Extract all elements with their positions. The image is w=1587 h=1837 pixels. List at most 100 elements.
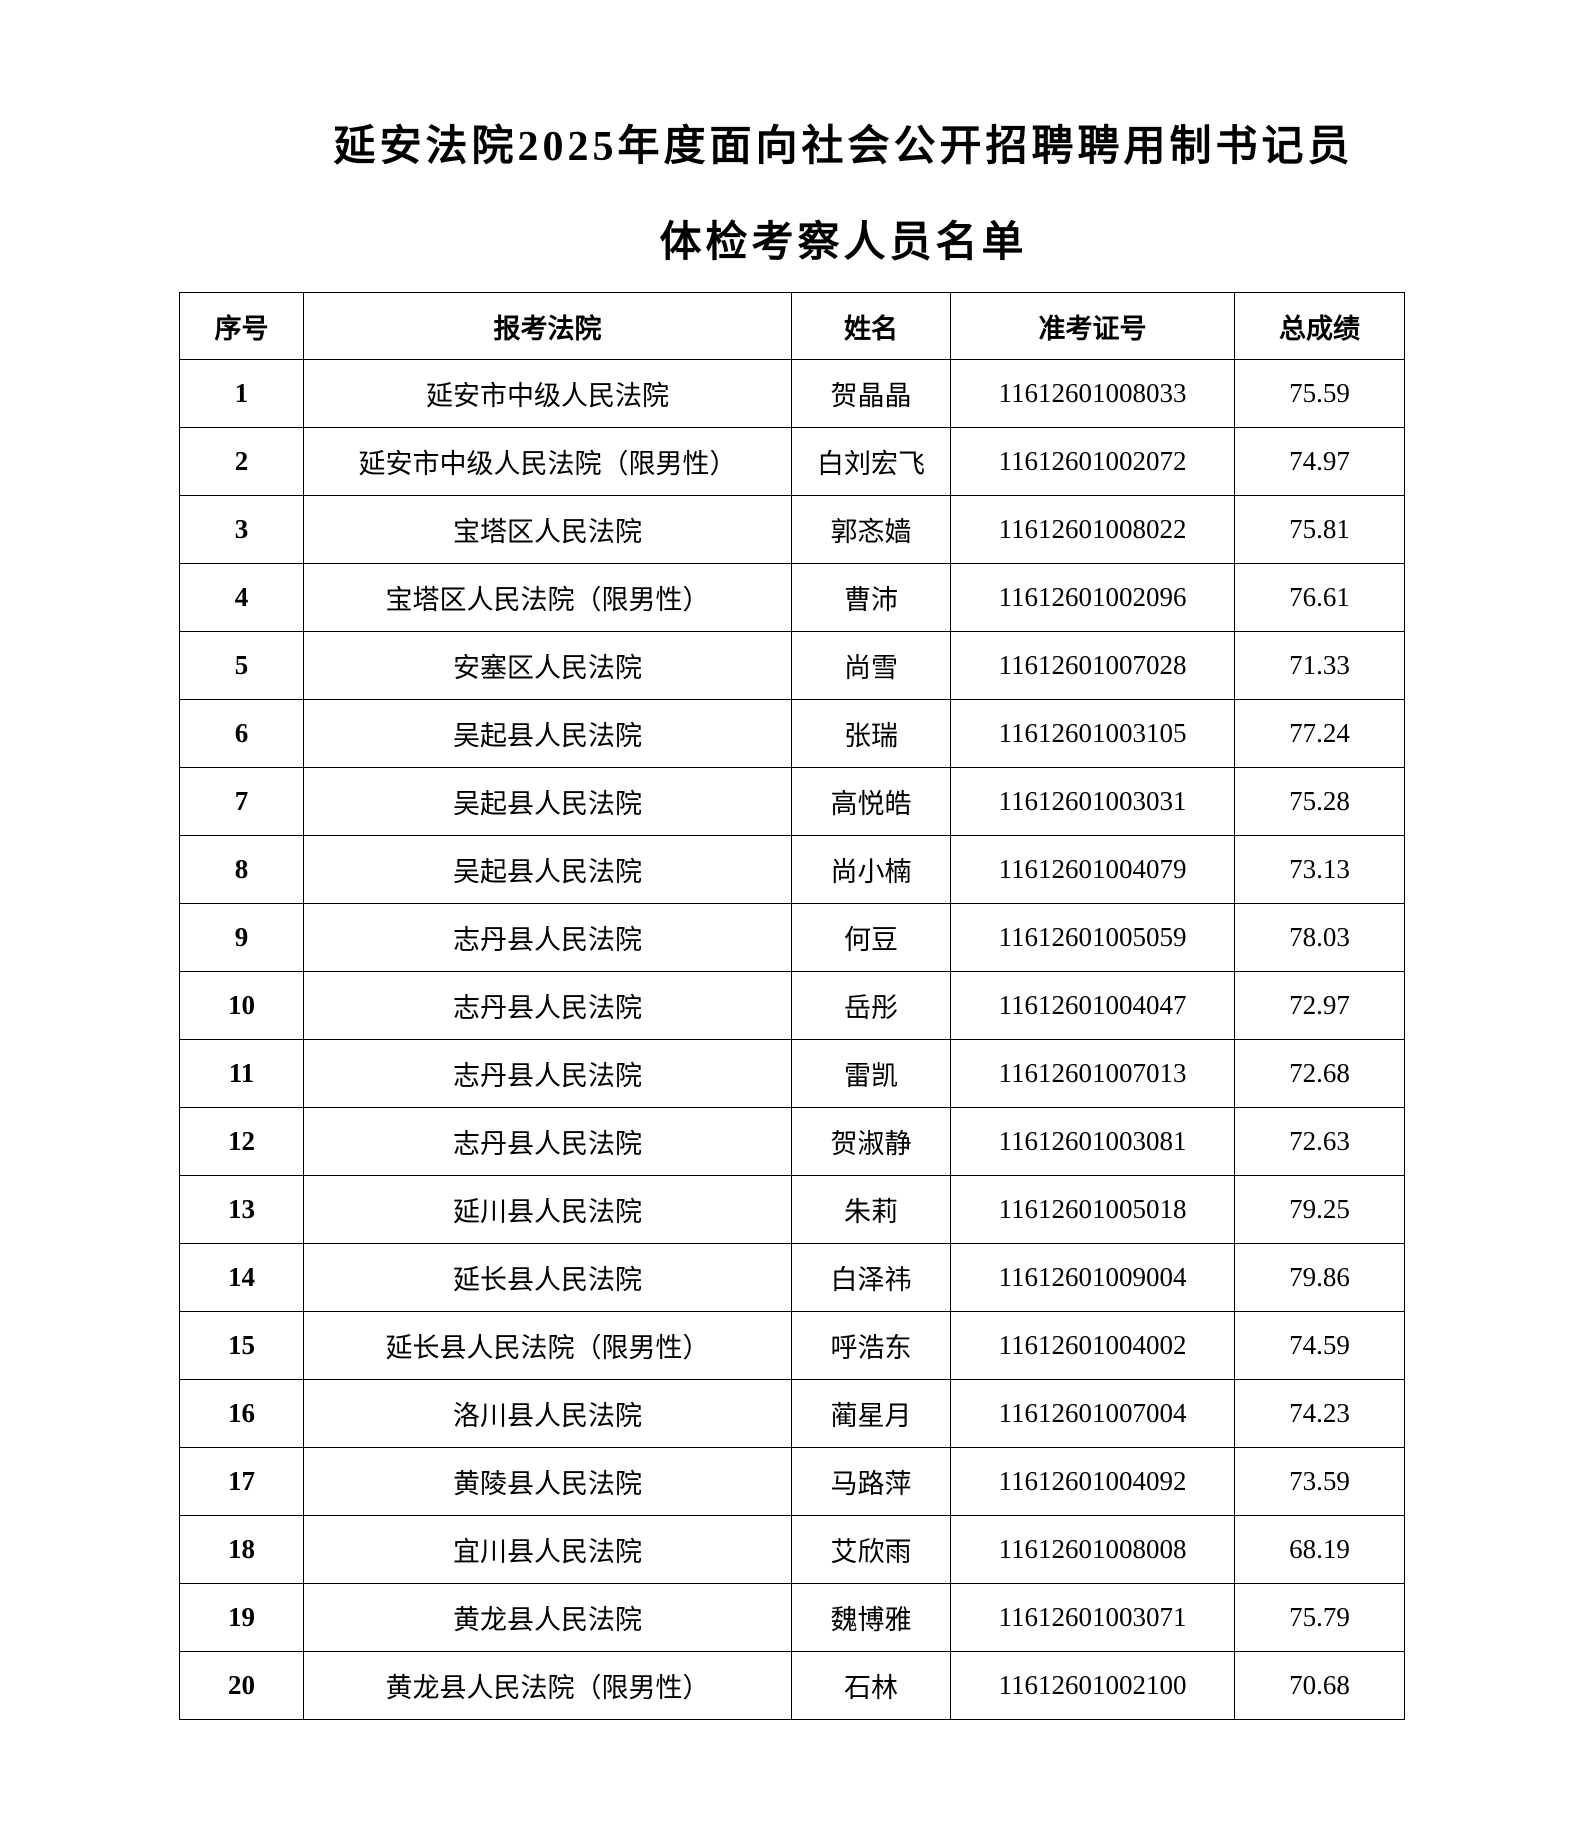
cell-score: 77.24 [1234, 699, 1405, 768]
cell-score: 76.61 [1234, 563, 1405, 632]
cell-score: 78.03 [1234, 903, 1405, 972]
cell-name: 白刘宏飞 [791, 427, 951, 496]
cell-name: 何豆 [791, 903, 951, 972]
cell-index: 17 [179, 1447, 304, 1516]
cell-index: 12 [179, 1107, 304, 1176]
cell-score: 73.13 [1234, 835, 1405, 904]
cell-exam-id: 11612601005059 [950, 903, 1235, 972]
cell-court: 志丹县人民法院 [303, 1107, 792, 1176]
cell-exam-id: 11612601004047 [950, 971, 1235, 1040]
cell-index: 11 [179, 1039, 304, 1108]
cell-exam-id: 11612601003081 [950, 1107, 1235, 1176]
cell-score: 75.59 [1234, 359, 1405, 428]
cell-name: 贺晶晶 [791, 359, 951, 428]
cell-score: 68.19 [1234, 1515, 1405, 1584]
cell-court: 志丹县人民法院 [303, 971, 792, 1040]
cell-court: 黄龙县人民法院 [303, 1583, 792, 1652]
document-title-line2: 体检考察人员名单 [659, 220, 1028, 266]
cell-exam-id: 11612601007013 [950, 1039, 1235, 1108]
cell-index: 2 [179, 427, 304, 496]
cell-exam-id: 11612601002100 [950, 1651, 1235, 1720]
cell-exam-id: 11612601008008 [950, 1515, 1235, 1584]
table-row: 2 延安市中级人民法院（限男性） 白刘宏飞 11612601002072 74.97 [179, 427, 1405, 496]
cell-index: 20 [179, 1651, 304, 1720]
cell-index: 15 [179, 1311, 304, 1380]
cell-court: 吴起县人民法院 [303, 767, 792, 836]
cell-exam-id: 11612601004079 [950, 835, 1235, 904]
cell-score: 79.25 [1234, 1175, 1405, 1244]
cell-court: 延安市中级人民法院 [303, 359, 792, 428]
table-row: 15 延长县人民法院（限男性） 呼浩东 11612601004002 74.59 [179, 1311, 1405, 1380]
header-name: 姓名 [791, 292, 951, 360]
cell-name: 呼浩东 [791, 1311, 951, 1380]
cell-name: 朱莉 [791, 1175, 951, 1244]
cell-score: 79.86 [1234, 1243, 1405, 1312]
cell-exam-id: 11612601002096 [950, 563, 1235, 632]
header-court: 报考法院 [303, 292, 792, 360]
cell-court: 黄龙县人民法院（限男性） [303, 1651, 792, 1720]
cell-exam-id: 11612601007028 [950, 631, 1235, 700]
cell-index: 10 [179, 971, 304, 1040]
cell-name: 蔺星月 [791, 1379, 951, 1448]
cell-index: 14 [179, 1243, 304, 1312]
cell-court: 吴起县人民法院 [303, 699, 792, 768]
cell-name: 郭忞嫱 [791, 495, 951, 564]
header-index: 序号 [179, 292, 304, 360]
table-row: 1 延安市中级人民法院 贺晶晶 11612601008033 75.59 [179, 359, 1405, 428]
table-row: 9 志丹县人民法院 何豆 11612601005059 78.03 [179, 903, 1405, 972]
cell-exam-id: 11612601008022 [950, 495, 1235, 564]
cell-court: 志丹县人民法院 [303, 1039, 792, 1108]
cell-index: 9 [179, 903, 304, 972]
table-row: 17 黄陵县人民法院 马路萍 11612601004092 73.59 [179, 1447, 1405, 1516]
cell-score: 74.23 [1234, 1379, 1405, 1448]
cell-index: 5 [179, 631, 304, 700]
cell-court: 延长县人民法院 [303, 1243, 792, 1312]
cell-court: 延安市中级人民法院（限男性） [303, 427, 792, 496]
cell-name: 白泽祎 [791, 1243, 951, 1312]
cell-exam-id: 11612601004092 [950, 1447, 1235, 1516]
cell-score: 75.81 [1234, 495, 1405, 564]
cell-score: 73.59 [1234, 1447, 1405, 1516]
table-header-row: 序号 报考法院 姓名 准考证号 总成绩 [179, 292, 1405, 360]
cell-score: 72.97 [1234, 971, 1405, 1040]
cell-name: 曹沛 [791, 563, 951, 632]
header-score: 总成绩 [1234, 292, 1405, 360]
cell-court: 洛川县人民法院 [303, 1379, 792, 1448]
cell-score: 75.28 [1234, 767, 1405, 836]
table-row: 10 志丹县人民法院 岳彤 11612601004047 72.97 [179, 971, 1405, 1040]
cell-court: 黄陵县人民法院 [303, 1447, 792, 1516]
document-title-line1: 延安法院2025年度面向社会公开招聘聘用制书记员 [333, 124, 1354, 170]
cell-name: 高悦皓 [791, 767, 951, 836]
table-row: 6 吴起县人民法院 张瑞 11612601003105 77.24 [179, 699, 1405, 768]
cell-name: 石林 [791, 1651, 951, 1720]
cell-name: 岳彤 [791, 971, 951, 1040]
table-row: 20 黄龙县人民法院（限男性） 石林 11612601002100 70.68 [179, 1651, 1405, 1720]
table-row: 18 宜川县人民法院 艾欣雨 11612601008008 68.19 [179, 1515, 1405, 1584]
table-row: 19 黄龙县人民法院 魏博雅 11612601003071 75.79 [179, 1583, 1405, 1652]
cell-score: 70.68 [1234, 1651, 1405, 1720]
cell-index: 18 [179, 1515, 304, 1584]
cell-index: 16 [179, 1379, 304, 1448]
cell-score: 71.33 [1234, 631, 1405, 700]
cell-name: 魏博雅 [791, 1583, 951, 1652]
header-exam-id: 准考证号 [950, 292, 1235, 360]
cell-index: 13 [179, 1175, 304, 1244]
candidate-table: 序号 报考法院 姓名 准考证号 总成绩 1 延安市中级人民法院 贺晶晶 1161260… [179, 292, 1405, 1720]
cell-court: 志丹县人民法院 [303, 903, 792, 972]
cell-name: 贺淑静 [791, 1107, 951, 1176]
cell-court: 宜川县人民法院 [303, 1515, 792, 1584]
table-row: 5 安塞区人民法院 尚雪 11612601007028 71.33 [179, 631, 1405, 700]
cell-index: 19 [179, 1583, 304, 1652]
cell-score: 72.63 [1234, 1107, 1405, 1176]
cell-court: 延川县人民法院 [303, 1175, 792, 1244]
cell-name: 马路萍 [791, 1447, 951, 1516]
cell-name: 尚雪 [791, 631, 951, 700]
table-row: 7 吴起县人民法院 高悦皓 11612601003031 75.28 [179, 767, 1405, 836]
cell-court: 吴起县人民法院 [303, 835, 792, 904]
table-row: 8 吴起县人民法院 尚小楠 11612601004079 73.13 [179, 835, 1405, 904]
table-row: 12 志丹县人民法院 贺淑静 11612601003081 72.63 [179, 1107, 1405, 1176]
table-row: 13 延川县人民法院 朱莉 11612601005018 79.25 [179, 1175, 1405, 1244]
cell-index: 8 [179, 835, 304, 904]
cell-exam-id: 11612601005018 [950, 1175, 1235, 1244]
cell-court: 安塞区人民法院 [303, 631, 792, 700]
